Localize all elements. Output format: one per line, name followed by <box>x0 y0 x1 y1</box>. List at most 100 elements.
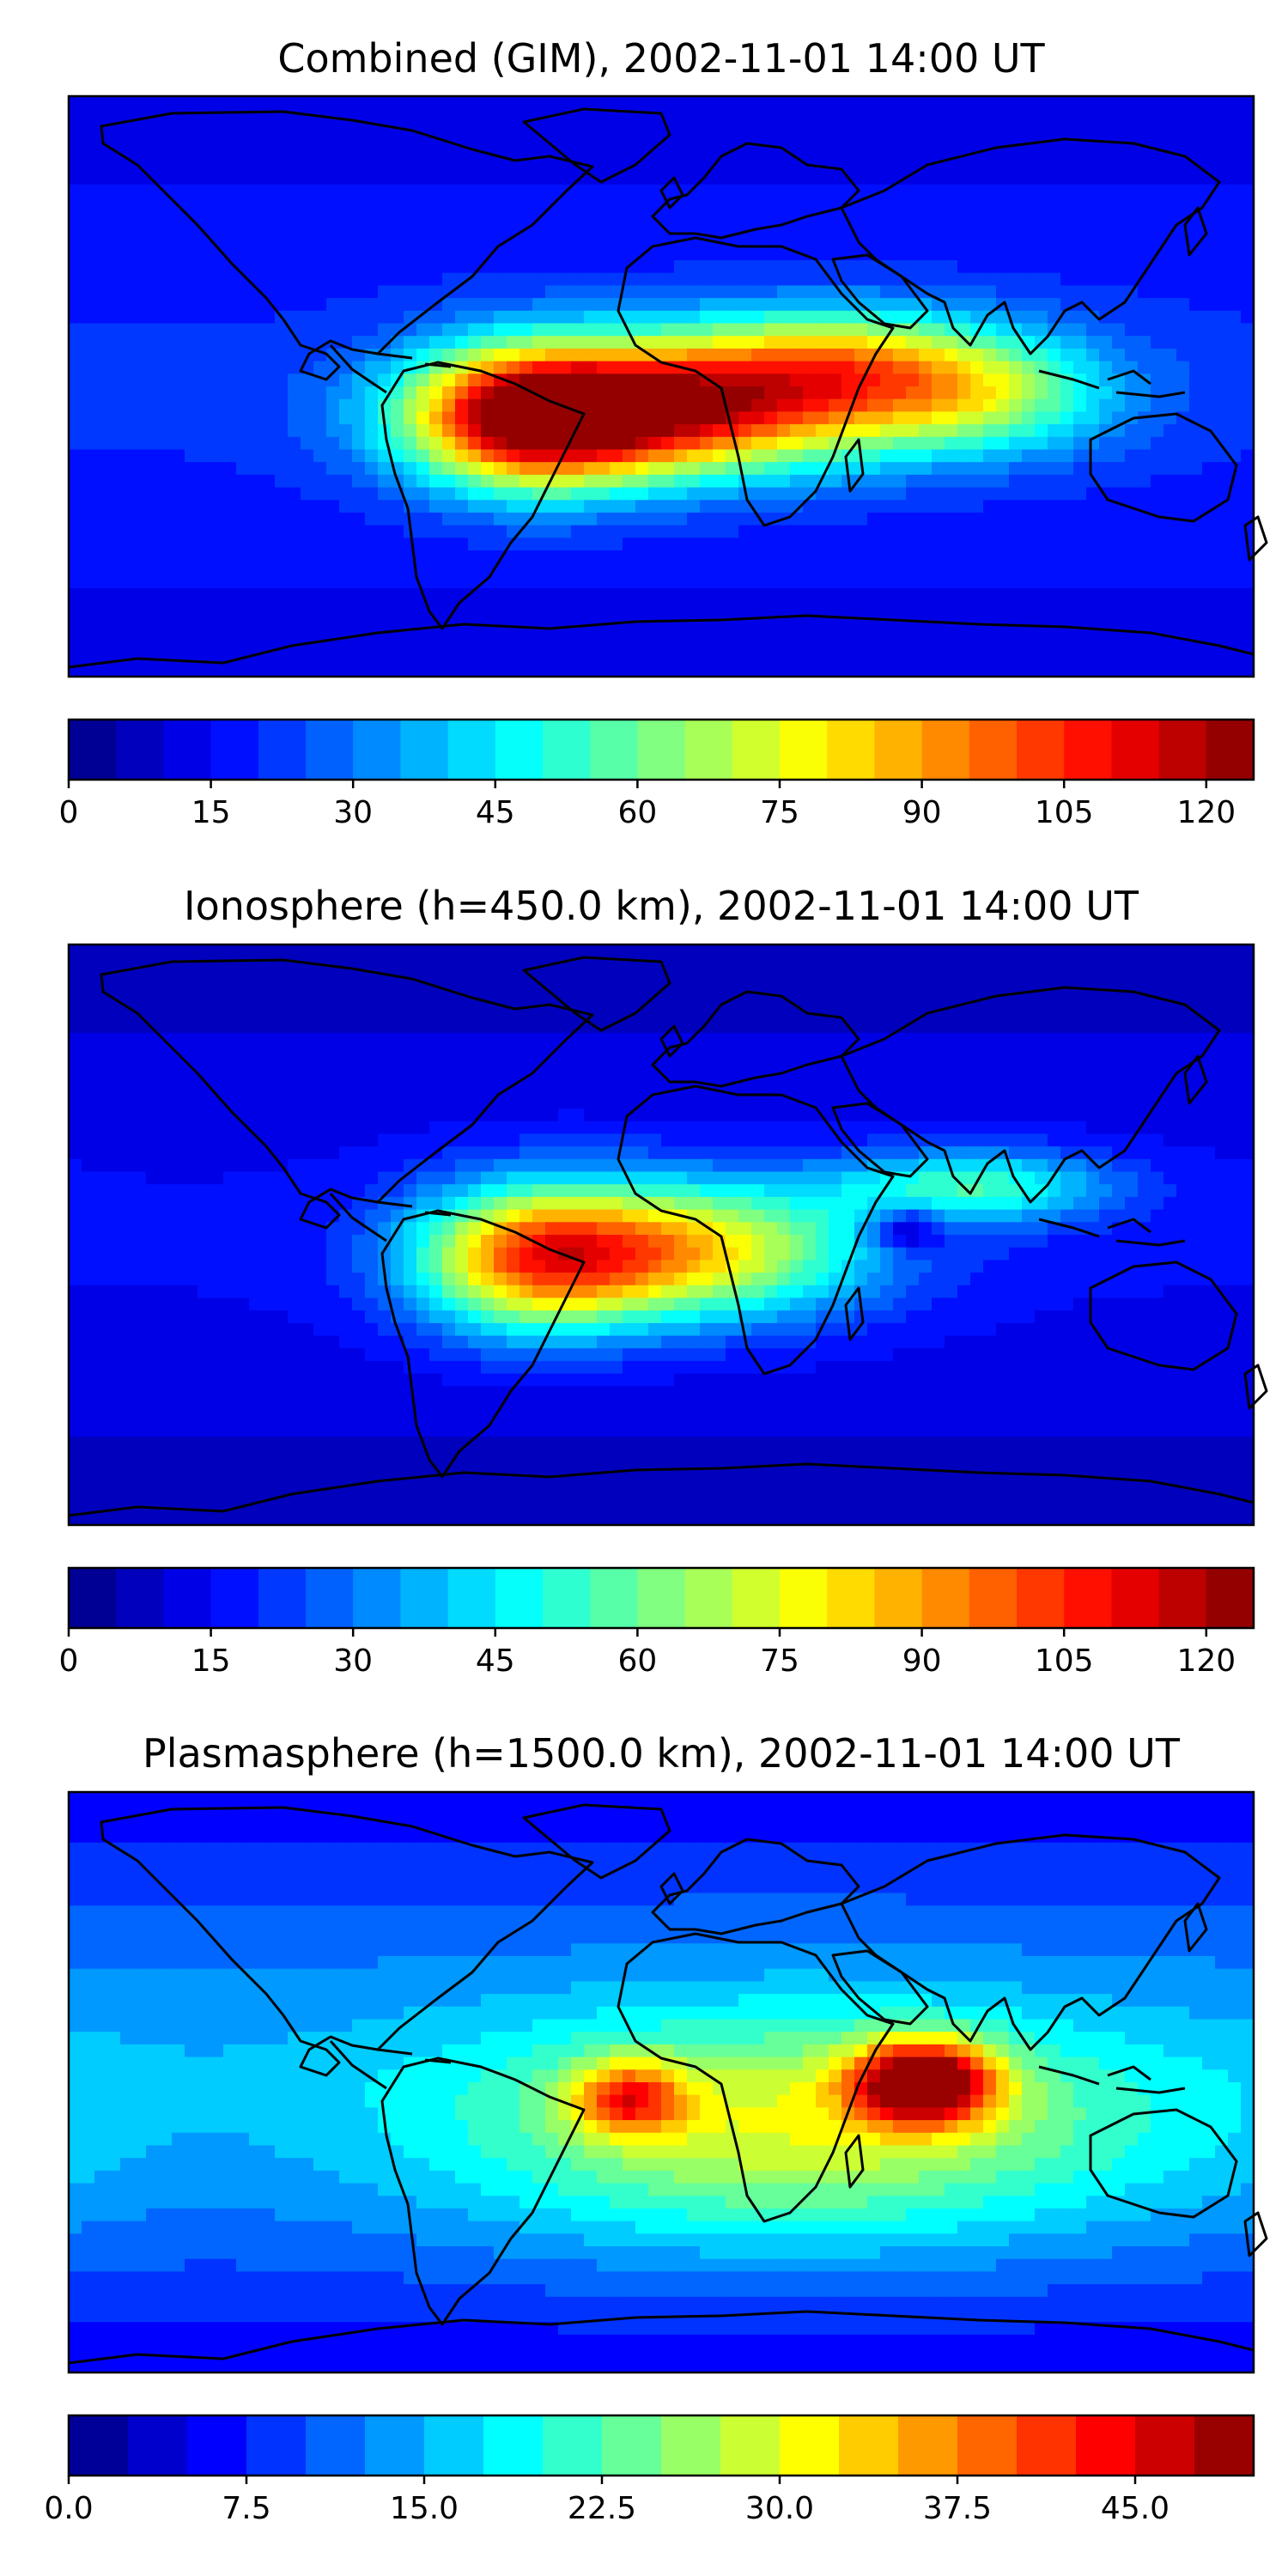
heatmap-cell <box>455 500 469 513</box>
heatmap-cell <box>893 1007 907 1021</box>
heatmap-cell <box>841 538 855 551</box>
heatmap-cell <box>816 1020 829 1034</box>
heatmap-cell <box>159 664 173 677</box>
heatmap-cell <box>133 613 147 627</box>
heatmap-cell <box>854 260 868 274</box>
heatmap-cell <box>468 310 482 325</box>
heatmap-cell <box>983 298 997 312</box>
heatmap-cell <box>107 994 121 1009</box>
heatmap-cell <box>1228 613 1242 627</box>
heatmap-cell <box>223 197 237 210</box>
heatmap-cell <box>185 210 198 223</box>
heatmap-cell <box>829 298 842 312</box>
heatmap-cell <box>313 575 327 589</box>
heatmap-cell <box>1009 146 1023 161</box>
heatmap-cell <box>945 651 958 665</box>
heatmap-cell <box>1009 626 1023 640</box>
heatmap-cell <box>236 969 250 983</box>
heatmap-cell <box>133 386 147 400</box>
heatmap-cell <box>932 146 945 161</box>
heatmap-cell <box>1215 512 1229 526</box>
heatmap-cell <box>854 411 868 425</box>
heatmap-cell <box>829 361 842 374</box>
heatmap-cell <box>751 600 765 615</box>
heatmap-cell <box>391 222 404 236</box>
heatmap-cell <box>726 1020 739 1034</box>
heatmap-cell <box>391 550 404 564</box>
heatmap-cell <box>1176 285 1190 299</box>
heatmap-cell <box>210 500 224 513</box>
heatmap-cell <box>1048 1020 1061 1034</box>
heatmap-cell <box>455 348 469 362</box>
heatmap-cell <box>288 664 301 677</box>
heatmap-cell <box>635 613 649 627</box>
heatmap-cell <box>880 512 894 526</box>
heatmap-cell <box>1022 500 1036 513</box>
heatmap-cell <box>957 222 971 236</box>
heatmap-cell <box>236 945 250 958</box>
heatmap-cell <box>1163 247 1177 261</box>
heatmap-cell <box>893 1020 907 1034</box>
heatmap-cell <box>82 474 95 489</box>
heatmap-cell <box>1022 562 1036 577</box>
heatmap-cell <box>262 298 276 312</box>
heatmap-cell <box>288 159 301 173</box>
heatmap-cell <box>1241 500 1255 513</box>
heatmap-cell <box>880 374 894 387</box>
heatmap-cell <box>468 500 482 513</box>
heatmap-cell <box>1086 588 1100 602</box>
heatmap-cell <box>1189 957 1203 970</box>
heatmap-cell <box>1176 588 1190 602</box>
heatmap-cell <box>674 525 688 538</box>
heatmap-cell <box>674 424 688 438</box>
heatmap-cell <box>906 449 920 463</box>
heatmap-cell <box>172 474 185 489</box>
heatmap-cell <box>790 487 804 501</box>
heatmap-cell <box>1125 1020 1139 1034</box>
heatmap-cell <box>906 234 920 248</box>
heatmap-cell <box>133 398 147 412</box>
heatmap-cell <box>880 500 894 513</box>
heatmap-cell <box>1241 247 1255 261</box>
heatmap-cell <box>661 298 675 312</box>
heatmap-cell <box>764 108 778 122</box>
heatmap-cell <box>481 310 495 325</box>
heatmap-cell <box>69 613 82 627</box>
heatmap-cell <box>1241 210 1255 223</box>
heatmap-cell <box>996 361 1010 374</box>
heatmap-cell <box>597 398 611 412</box>
heatmap-cell <box>893 982 907 996</box>
colorbar-segment <box>590 720 638 780</box>
heatmap-cell <box>107 664 121 677</box>
heatmap-cell <box>1215 969 1229 983</box>
heatmap-cell <box>1176 550 1190 564</box>
heatmap-cell <box>1060 588 1074 602</box>
heatmap-cell <box>545 247 559 261</box>
heatmap-cell <box>777 272 791 287</box>
heatmap-cell <box>288 588 301 602</box>
heatmap-cell <box>120 525 134 538</box>
heatmap-cell <box>584 172 598 185</box>
panel-1-title: Combined (GIM), 2002-11-01 14:00 UT <box>277 35 1045 82</box>
heatmap-cell <box>687 945 701 958</box>
heatmap-cell <box>365 957 379 970</box>
heatmap-cell <box>816 285 829 299</box>
heatmap-cell <box>661 664 675 677</box>
heatmap-cell <box>558 234 572 248</box>
heatmap-cell <box>957 474 971 489</box>
heatmap-cell <box>391 247 404 261</box>
heatmap-cell <box>494 134 507 148</box>
heatmap-cell <box>1176 957 1190 970</box>
heatmap-cell <box>623 197 636 210</box>
heatmap-cell <box>313 323 327 337</box>
heatmap-cell <box>275 474 289 489</box>
heatmap-cell <box>275 969 289 983</box>
heatmap-cell <box>674 121 688 135</box>
heatmap-cell <box>185 945 198 958</box>
heatmap-cell <box>700 562 714 577</box>
heatmap-cell <box>339 449 353 463</box>
heatmap-cell <box>880 398 894 412</box>
heatmap-cell <box>1009 436 1023 451</box>
heatmap-cell <box>610 512 623 526</box>
heatmap-cell <box>288 1032 301 1047</box>
